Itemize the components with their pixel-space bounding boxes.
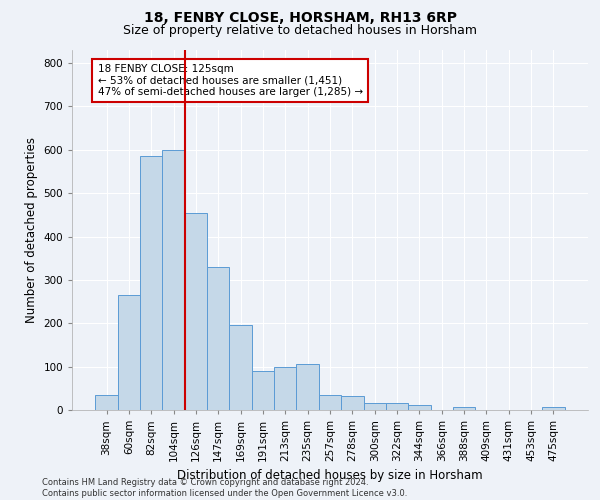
Bar [319, 395, 341, 410]
Bar [453, 407, 475, 410]
Bar [118, 295, 140, 410]
X-axis label: Distribution of detached houses by size in Horsham: Distribution of detached houses by size … [177, 470, 483, 482]
Bar [185, 212, 207, 410]
Text: 18, FENBY CLOSE, HORSHAM, RH13 6RP: 18, FENBY CLOSE, HORSHAM, RH13 6RP [143, 12, 457, 26]
Text: Size of property relative to detached houses in Horsham: Size of property relative to detached ho… [123, 24, 477, 37]
Bar [140, 156, 163, 410]
Bar [207, 267, 229, 410]
Bar [364, 402, 386, 410]
Y-axis label: Number of detached properties: Number of detached properties [25, 137, 38, 323]
Bar [296, 364, 319, 410]
Bar [163, 150, 185, 410]
Bar [252, 371, 274, 410]
Text: Contains HM Land Registry data © Crown copyright and database right 2024.
Contai: Contains HM Land Registry data © Crown c… [42, 478, 407, 498]
Bar [95, 395, 118, 410]
Bar [274, 366, 296, 410]
Text: 18 FENBY CLOSE: 125sqm
← 53% of detached houses are smaller (1,451)
47% of semi-: 18 FENBY CLOSE: 125sqm ← 53% of detached… [98, 64, 363, 97]
Bar [341, 396, 364, 410]
Bar [408, 405, 431, 410]
Bar [542, 407, 565, 410]
Bar [386, 402, 408, 410]
Bar [229, 326, 252, 410]
